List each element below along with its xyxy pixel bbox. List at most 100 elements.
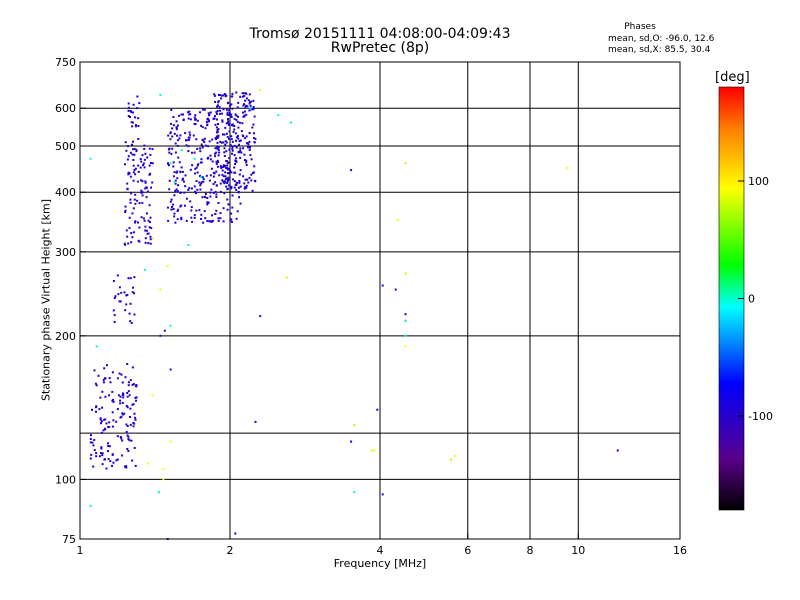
data-point	[214, 155, 217, 158]
data-point	[104, 427, 106, 430]
data-point	[206, 117, 209, 120]
data-point	[219, 190, 222, 193]
data-point	[227, 120, 230, 123]
data-point	[144, 241, 147, 244]
y-tick-label: 500	[55, 140, 76, 153]
data-point	[189, 118, 192, 121]
data-point	[198, 181, 201, 184]
data-point	[109, 381, 112, 384]
data-point	[205, 174, 208, 177]
data-point	[134, 464, 137, 467]
data-point	[95, 455, 98, 458]
x-tick-label: 1	[77, 544, 84, 557]
data-point	[206, 157, 209, 160]
data-point	[229, 104, 231, 107]
data-point	[107, 450, 109, 453]
data-point	[204, 127, 207, 130]
data-point	[222, 94, 225, 97]
data-point	[124, 163, 126, 166]
data-point	[219, 182, 222, 185]
data-point	[100, 422, 102, 425]
data-point	[132, 383, 135, 386]
data-point	[95, 452, 98, 455]
data-point	[149, 221, 151, 224]
data-point	[244, 137, 247, 140]
data-point	[181, 170, 184, 173]
data-point	[125, 294, 128, 297]
data-point	[116, 435, 119, 438]
data-point	[404, 162, 407, 165]
data-point	[232, 178, 234, 181]
data-point	[149, 153, 152, 156]
data-point	[90, 453, 93, 456]
data-point	[233, 154, 236, 157]
data-point	[175, 120, 178, 123]
data-point	[179, 170, 182, 173]
data-point	[243, 95, 246, 97]
data-point	[229, 219, 232, 222]
data-point	[214, 181, 217, 184]
data-point	[169, 200, 172, 203]
data-point	[245, 161, 248, 164]
x-tick-label: 16	[673, 544, 687, 557]
data-point	[235, 139, 237, 142]
data-point	[215, 162, 218, 165]
data-point	[248, 102, 251, 105]
data-point	[230, 212, 233, 215]
data-point	[201, 196, 204, 199]
data-point	[132, 207, 135, 210]
data-point	[214, 115, 216, 118]
data-point	[115, 459, 118, 462]
data-point	[146, 156, 149, 159]
data-point	[133, 153, 136, 156]
data-point	[188, 113, 191, 116]
data-point	[118, 286, 121, 289]
data-point	[127, 450, 130, 452]
data-point	[112, 280, 115, 282]
data-point	[226, 113, 229, 116]
data-point	[195, 209, 198, 212]
data-point	[193, 214, 196, 217]
data-point	[249, 154, 252, 157]
data-point	[140, 189, 143, 192]
data-point	[185, 139, 188, 142]
data-point	[224, 143, 227, 146]
data-point	[217, 202, 220, 204]
data-point	[230, 116, 233, 118]
data-point	[221, 169, 224, 172]
data-point	[138, 102, 141, 105]
data-point	[151, 148, 154, 151]
data-point	[114, 295, 117, 298]
data-point	[139, 158, 142, 160]
data-point	[211, 138, 214, 141]
data-point	[223, 133, 226, 136]
data-point	[252, 106, 255, 108]
data-point	[91, 408, 93, 411]
data-point	[134, 124, 137, 126]
data-point	[227, 118, 229, 120]
data-point	[193, 216, 196, 219]
data-point	[212, 117, 215, 120]
data-point	[184, 132, 187, 135]
data-point	[188, 110, 191, 113]
data-point	[226, 198, 229, 201]
data-point	[243, 182, 246, 185]
data-point	[188, 136, 191, 139]
data-point	[195, 180, 198, 182]
data-point	[176, 210, 179, 213]
data-point	[107, 458, 110, 461]
data-point	[95, 384, 98, 387]
data-point	[174, 142, 177, 145]
data-point	[404, 334, 407, 337]
data-point	[397, 218, 400, 221]
data-point	[200, 143, 203, 146]
data-point	[231, 107, 234, 110]
data-point	[219, 217, 222, 220]
data-point	[174, 179, 177, 182]
data-point	[168, 147, 171, 150]
data-point	[147, 190, 149, 193]
data-point	[187, 244, 190, 246]
data-point	[122, 396, 125, 399]
data-point	[102, 381, 105, 384]
data-point	[169, 440, 172, 443]
